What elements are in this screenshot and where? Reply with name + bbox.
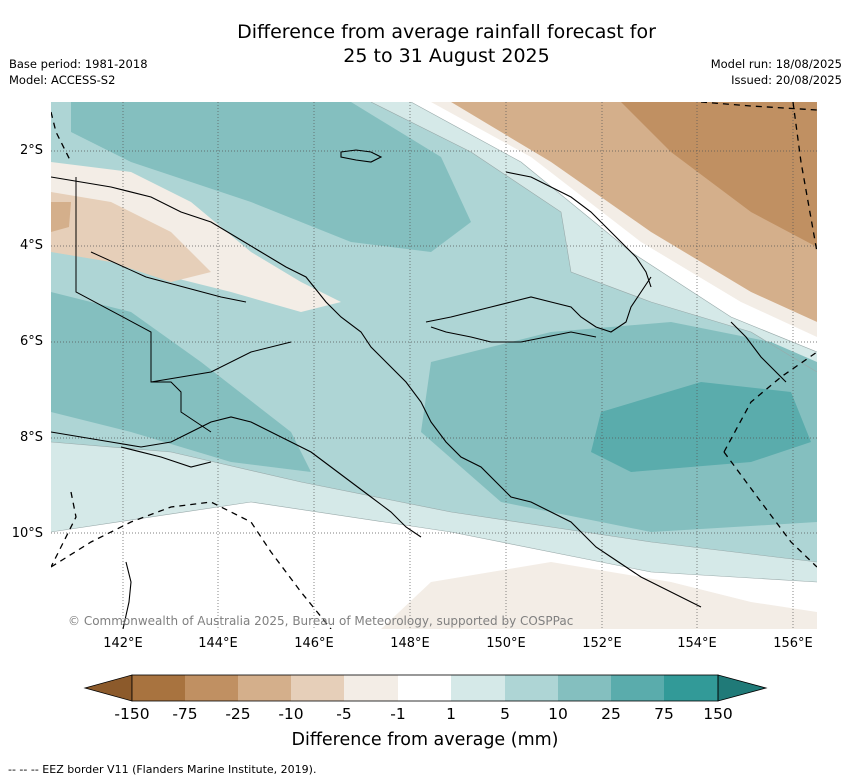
colorbar-segment-9	[558, 675, 611, 701]
lon-tick-146e: 146°E	[294, 636, 334, 651]
colorbar-segment-10	[611, 675, 664, 701]
colorbar-label: 10	[548, 705, 568, 723]
colorbar-label: -25	[225, 705, 251, 723]
colorbar-label: -1	[390, 705, 406, 723]
colorbar-extend-high	[717, 674, 768, 702]
lat-tick-4s: 4°S	[19, 238, 43, 253]
lon-tick-152e: 152°E	[582, 636, 622, 651]
lon-tick-142e: 142°E	[103, 636, 143, 651]
colorbar-segment-7	[451, 675, 505, 701]
colorbar-segment-1	[132, 675, 185, 701]
colorbar-label: -75	[172, 705, 198, 723]
colorbar-segment-8	[505, 675, 558, 701]
colorbar-segment-2	[185, 675, 238, 701]
map-title: Difference from average rainfall forecas…	[0, 20, 850, 68]
colorbar-label: -150	[114, 705, 150, 723]
footer-note: -- -- -- EEZ border V11 (Flanders Marine…	[8, 763, 317, 776]
colorbar-extend-low	[83, 674, 133, 702]
base-period: Base period: 1981-2018	[9, 57, 148, 71]
colorbar-label: 1	[446, 705, 456, 723]
colorbar	[83, 674, 768, 702]
colorbar-segment-4	[291, 675, 344, 701]
meta-right: Model run: 18/08/2025 Issued: 20/08/2025	[711, 56, 842, 88]
lon-tick-144e: 144°E	[198, 636, 238, 651]
colorbar-label: -10	[278, 705, 304, 723]
issued-date: Issued: 20/08/2025	[731, 73, 842, 87]
colorbar-title: Difference from average (mm)	[291, 730, 559, 750]
colorbar-label: -5	[336, 705, 352, 723]
lat-tick-6s: 6°S	[19, 334, 43, 349]
colorbar-segment-11	[664, 675, 718, 701]
colorbar-segment-5	[344, 675, 398, 701]
model-run: Model run: 18/08/2025	[710, 57, 842, 71]
meta-left: Base period: 1981-2018 Model: ACCESS-S2	[9, 56, 148, 88]
colorbar-label: 150	[703, 705, 733, 723]
colorbar-segment-6	[398, 675, 451, 701]
lat-tick-8s: 8°S	[19, 430, 43, 445]
lat-tick-2s: 2°S	[19, 143, 43, 158]
title-line-1: Difference from average rainfall forecas…	[237, 21, 656, 43]
colorbar-label: 25	[601, 705, 621, 723]
coastline	[51, 149, 787, 629]
colorbar-segment-3	[238, 675, 291, 701]
lat-tick-10s: 10°S	[11, 526, 43, 541]
colorbar-label: 5	[500, 705, 510, 723]
lon-tick-156e: 156°E	[773, 636, 813, 651]
lon-tick-154e: 154°E	[677, 636, 717, 651]
lon-tick-148e: 148°E	[390, 636, 430, 651]
colorbar-label: 75	[654, 705, 674, 723]
rainfall-map	[51, 102, 817, 629]
title-line-2: 25 to 31 August 2025	[343, 45, 550, 67]
lon-tick-150e: 150°E	[486, 636, 526, 651]
copyright-notice: © Commonwealth of Australia 2025, Bureau…	[68, 614, 574, 628]
model-name: Model: ACCESS-S2	[9, 73, 116, 87]
